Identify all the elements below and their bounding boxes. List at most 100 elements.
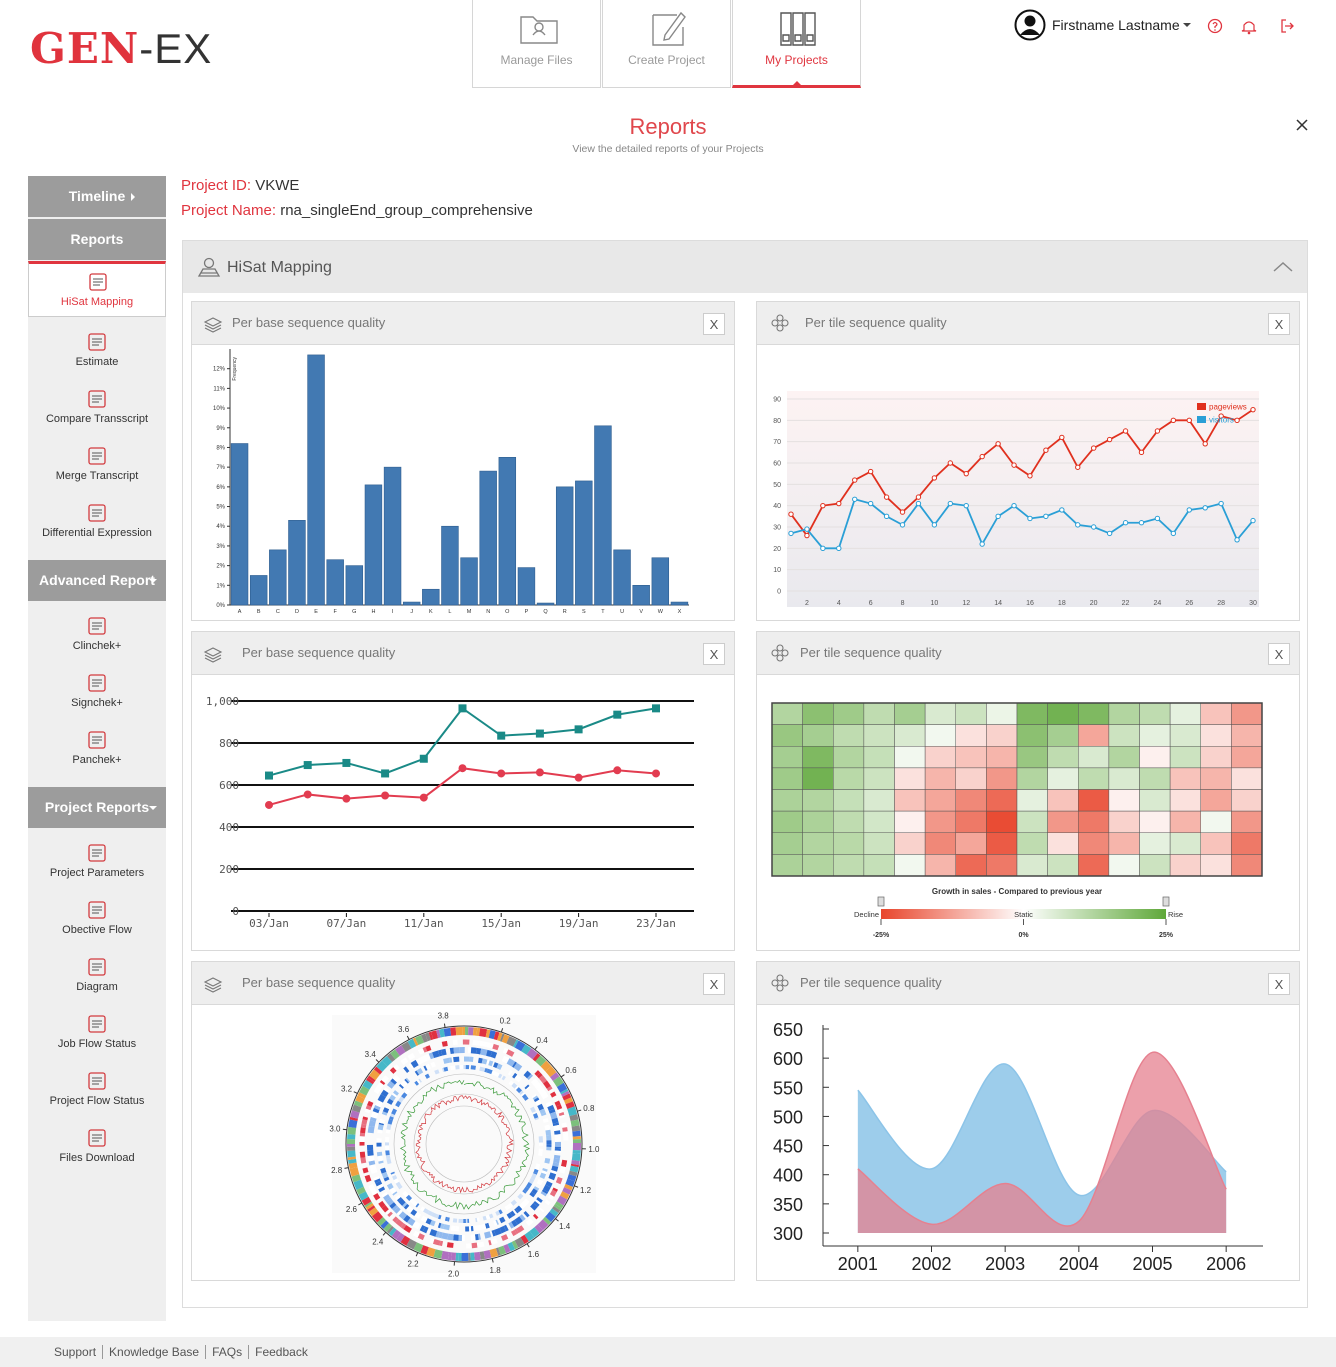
x-tick-label: K xyxy=(429,609,433,615)
ring-segment xyxy=(436,1029,441,1039)
ring-segment xyxy=(519,1090,524,1095)
x-tick-label: 2002 xyxy=(911,1254,951,1274)
panel-header: Per base sequence quality X xyxy=(192,632,734,675)
sidebar-item[interactable]: Obective Flow xyxy=(28,887,166,944)
heat-cell xyxy=(924,854,956,877)
footer-link[interactable]: FAQs xyxy=(205,1345,249,1359)
ring-segment xyxy=(402,1190,409,1198)
tick-label: 2.6 xyxy=(346,1205,358,1214)
ring-segment xyxy=(418,1078,422,1083)
user-name[interactable]: Firstname Lastname xyxy=(1052,17,1180,33)
point xyxy=(1250,406,1256,413)
sidebar-item[interactable]: HiSat Mapping xyxy=(28,261,166,317)
tick-label: 3.6 xyxy=(398,1025,410,1034)
sidebar-item[interactable]: Estimate xyxy=(28,319,166,376)
sidebar-item[interactable]: Project Flow Status xyxy=(28,1058,166,1115)
close-button[interactable]: X xyxy=(703,973,725,995)
footer-link[interactable]: Knowledge Base xyxy=(102,1345,206,1359)
y-tick-label: 1,000 xyxy=(206,695,239,708)
x-tick-label: W xyxy=(658,609,664,615)
heat-cell xyxy=(1078,810,1110,833)
close-button[interactable]: X xyxy=(1268,643,1290,665)
ring-segment xyxy=(386,1225,395,1234)
y-tick-label: 90 xyxy=(773,397,781,404)
tick-mark xyxy=(534,1046,538,1050)
x-tick-label: 2004 xyxy=(1059,1254,1099,1274)
ring-segment xyxy=(405,1205,414,1214)
section-title: Project Reports xyxy=(44,799,150,815)
bar xyxy=(383,466,402,606)
ring-segment xyxy=(416,1213,422,1219)
avatar[interactable] xyxy=(1014,9,1046,41)
sidebar-item[interactable]: Merge Transcript xyxy=(28,433,166,490)
sidebar-item[interactable]: Signchek+ xyxy=(28,660,166,717)
collapse-icon[interactable] xyxy=(1273,261,1293,273)
ring-segment xyxy=(417,1233,425,1241)
ring-segment xyxy=(395,1194,401,1201)
close-button[interactable]: X xyxy=(1268,313,1290,335)
point xyxy=(1234,417,1240,424)
nav-tab[interactable]: Create Project xyxy=(602,0,731,88)
close-button[interactable]: X xyxy=(703,643,725,665)
nav-tab[interactable]: My Projects xyxy=(732,0,861,88)
section-title: Timeline xyxy=(68,188,126,204)
point xyxy=(1138,520,1145,526)
section-header[interactable]: HiSat Mapping xyxy=(183,241,1307,293)
sidebar-item[interactable]: Diagram xyxy=(28,944,166,1001)
sidebar-item[interactable]: Differential Expression xyxy=(28,490,166,547)
sidebar-item[interactable]: Clinchek+ xyxy=(28,603,166,660)
ring-segment xyxy=(488,1060,494,1067)
footer-link[interactable]: Support xyxy=(54,1345,97,1359)
heat-cell xyxy=(894,832,926,855)
ring-segment xyxy=(425,1032,431,1042)
bar xyxy=(575,480,593,606)
heat-cell xyxy=(1169,702,1201,725)
close-button[interactable]: X xyxy=(1268,973,1290,995)
ring-segment xyxy=(501,1075,506,1081)
point xyxy=(1090,445,1097,451)
point xyxy=(915,500,922,507)
bar xyxy=(345,565,364,606)
ring-segment xyxy=(533,1081,542,1090)
close-button[interactable]: X xyxy=(703,313,725,335)
y-tick-label: 8% xyxy=(216,445,225,451)
footer-link[interactable]: Feedback xyxy=(248,1345,314,1359)
point xyxy=(1075,464,1081,470)
sidebar-section-header[interactable]: Project Reports xyxy=(28,787,166,828)
sidebar-item[interactable]: Project Parameters xyxy=(28,830,166,887)
ring-segment xyxy=(415,1203,420,1208)
ring-segment xyxy=(507,1242,516,1252)
icon xyxy=(88,674,106,692)
logo[interactable]: GEN-EX xyxy=(30,24,212,73)
tick-label: 0.4 xyxy=(537,1036,549,1045)
point xyxy=(1011,462,1017,468)
legend-swatch xyxy=(1197,403,1206,410)
sidebar-section-header[interactable]: Timeline xyxy=(28,176,166,217)
nav-tab[interactable]: Manage Files xyxy=(472,0,601,88)
icon xyxy=(92,906,102,914)
item-icon xyxy=(88,1129,106,1147)
ring-segment xyxy=(485,1214,491,1220)
heat-cell xyxy=(771,702,803,725)
x-tick-label: 07/Jan xyxy=(327,917,367,930)
ring-segment xyxy=(539,1172,547,1180)
ring-segment xyxy=(536,1085,546,1094)
sidebar-item[interactable]: Files Download xyxy=(28,1115,166,1172)
heat-cell xyxy=(894,810,926,833)
close-page[interactable] xyxy=(1296,119,1308,131)
ring-segment xyxy=(486,1068,493,1075)
sidebar-section-header[interactable]: Reports xyxy=(28,219,166,260)
y-tick-label: 600 xyxy=(773,1049,803,1069)
ring-segment xyxy=(565,1178,575,1187)
ring-segment xyxy=(443,1066,449,1072)
sidebar-section-header[interactable]: Advanced Report xyxy=(28,560,166,601)
tab-label: My Projects xyxy=(765,53,828,67)
sidebar-item[interactable]: Compare Transscript xyxy=(28,376,166,433)
ring-segment xyxy=(429,1229,438,1237)
sidebar-item[interactable]: Panchek+ xyxy=(28,717,166,774)
sidebar-item[interactable]: Job Flow Status xyxy=(28,1001,166,1058)
point xyxy=(1186,417,1192,424)
bar xyxy=(364,484,383,606)
ring-segment xyxy=(552,1162,560,1168)
user-caret[interactable] xyxy=(1182,20,1192,30)
